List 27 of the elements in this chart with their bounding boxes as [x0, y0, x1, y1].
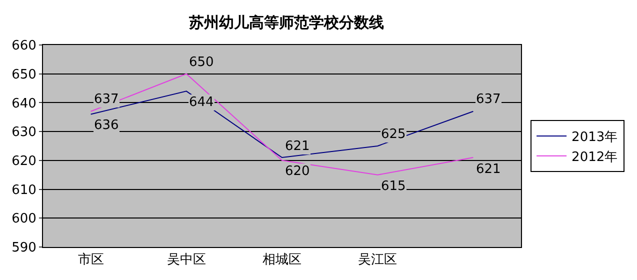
- data-label: 621: [285, 139, 310, 154]
- y-tick-label: 600: [12, 212, 36, 227]
- data-label: 620: [285, 164, 310, 179]
- data-label: 615: [381, 179, 406, 194]
- x-tick-label: 相城区: [262, 252, 302, 268]
- y-tick-label: 620: [12, 154, 36, 169]
- data-label: 650: [189, 55, 214, 70]
- y-tick-label: 660: [12, 38, 36, 54]
- chart-title: 苏州幼儿高等师范学校分数线: [188, 13, 384, 32]
- legend-label: 2012年: [572, 150, 618, 165]
- x-tick-label: 吴江区: [358, 252, 398, 268]
- line-series: [90, 73, 474, 176]
- data-label: 637: [94, 92, 119, 107]
- y-tick-label: 650: [12, 67, 36, 82]
- y-tick-label: 590: [12, 240, 36, 256]
- y-tick-label: 630: [12, 125, 36, 140]
- y-tick-label: 640: [12, 96, 36, 112]
- line-series: [90, 90, 474, 158]
- data-label: 625: [381, 127, 406, 142]
- data-label: 644: [189, 95, 214, 110]
- legend-label: 2013年: [572, 130, 618, 146]
- data-label: 621: [476, 162, 501, 177]
- data-label: 636: [94, 118, 119, 133]
- y-tick-label: 610: [12, 182, 36, 198]
- x-tick-label: 市区: [78, 252, 104, 268]
- x-tick-label: 吴中区: [166, 252, 206, 268]
- data-label: 637: [476, 92, 501, 107]
